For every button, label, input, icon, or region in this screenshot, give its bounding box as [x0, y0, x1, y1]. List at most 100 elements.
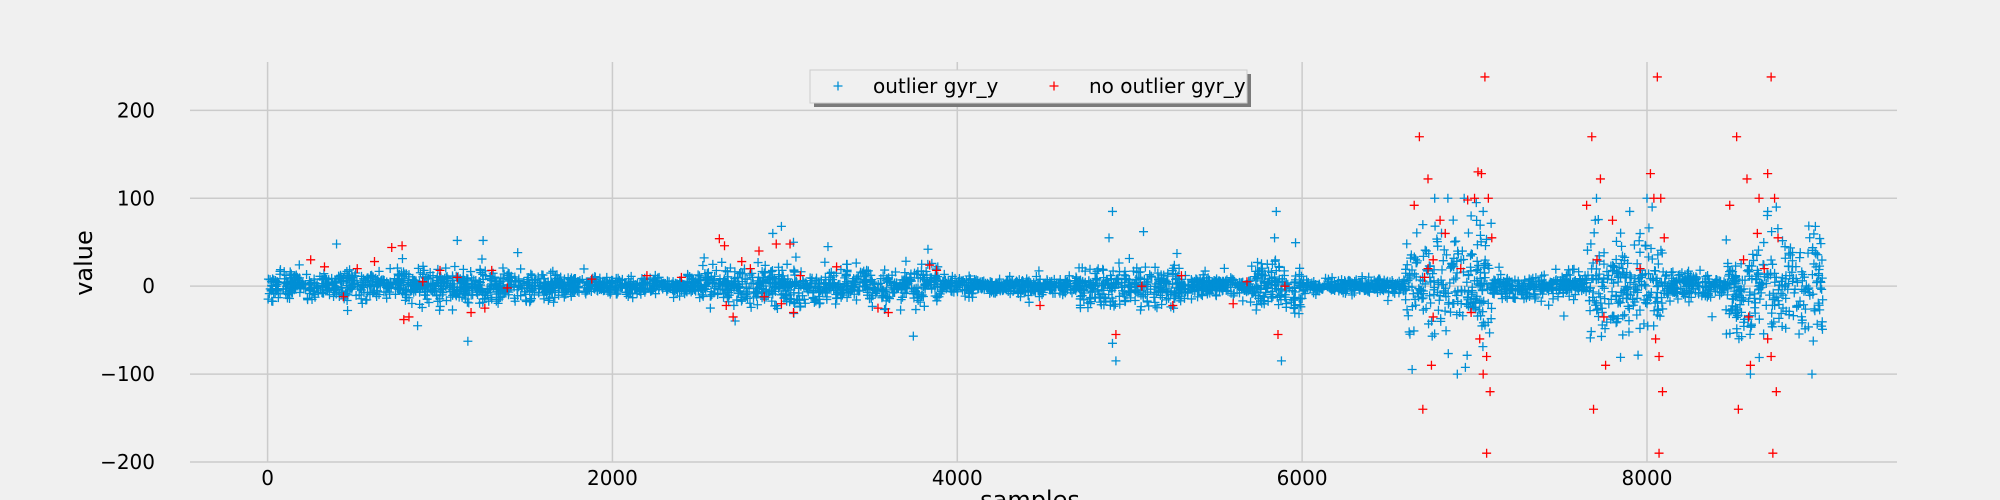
data-point-outlier: [907, 283, 917, 293]
data-point-outlier: [1418, 220, 1428, 230]
data-point-outlier: [1639, 279, 1649, 289]
data-point-outlier: [1157, 273, 1167, 283]
data-point-outlier: [960, 286, 970, 296]
data-point-outlier: [1649, 321, 1659, 331]
data-point-outlier: [1321, 273, 1331, 283]
data-point-outlier: [1171, 283, 1181, 293]
data-point-outlier: [1800, 324, 1810, 334]
data-point-no-outlier: [387, 242, 397, 252]
data-point-outlier: [828, 275, 838, 285]
data-point-outlier: [794, 295, 804, 305]
data-point-outlier: [1426, 298, 1436, 308]
data-point-outlier: [1001, 284, 1011, 294]
data-point-outlier: [711, 265, 721, 275]
data-point-no-outlier: [720, 241, 730, 251]
data-point-outlier: [1076, 275, 1086, 285]
data-point-outlier: [546, 268, 556, 278]
data-point-outlier: [1145, 270, 1155, 280]
data-point-outlier: [742, 274, 752, 284]
data-point-outlier: [1467, 282, 1477, 292]
y-axis-label: value: [70, 230, 98, 296]
data-point-outlier: [776, 221, 786, 231]
data-point-outlier: [1120, 297, 1130, 307]
data-point-outlier: [1151, 288, 1161, 298]
data-point-outlier: [1768, 259, 1778, 269]
data-point-outlier: [1753, 269, 1763, 279]
data-point-no-outlier: [759, 292, 769, 302]
data-point-no-outlier: [1651, 334, 1661, 344]
data-point-outlier: [1508, 293, 1518, 303]
data-point-no-outlier: [737, 257, 747, 267]
data-point-outlier: [890, 287, 900, 297]
data-point-outlier: [946, 286, 956, 296]
data-point-outlier: [859, 271, 869, 281]
data-point-outlier: [1561, 271, 1571, 281]
data-point-outlier: [1695, 265, 1705, 275]
data-point-outlier: [1810, 221, 1820, 231]
data-point-no-outlier: [925, 260, 935, 270]
data-point-outlier: [764, 287, 774, 297]
data-point-outlier: [1119, 290, 1129, 300]
data-point-no-outlier: [1732, 132, 1742, 142]
data-point-outlier: [1788, 311, 1798, 321]
data-point-outlier: [1635, 247, 1645, 257]
data-point-outlier: [475, 277, 485, 287]
data-point-outlier: [1719, 285, 1729, 295]
data-point-outlier: [841, 271, 851, 281]
data-point-outlier: [1404, 281, 1414, 291]
data-point-outlier: [1114, 291, 1124, 301]
data-point-outlier: [1414, 292, 1424, 302]
data-point-outlier: [418, 261, 428, 271]
data-point-outlier: [1502, 286, 1512, 296]
data-point-outlier: [539, 279, 549, 288]
data-point-outlier: [1602, 267, 1612, 277]
data-point-outlier: [1379, 278, 1389, 288]
data-point-outlier: [1372, 288, 1382, 298]
data-point-outlier: [1644, 290, 1654, 300]
data-point-outlier: [400, 295, 410, 305]
data-point-outlier: [1349, 288, 1359, 298]
data-point-outlier: [688, 281, 698, 291]
data-point-outlier: [1545, 277, 1555, 287]
data-point-outlier: [1493, 277, 1503, 287]
data-point-outlier: [1140, 289, 1150, 299]
data-point-outlier: [1650, 298, 1660, 308]
data-point-outlier: [808, 293, 818, 303]
data-point-outlier: [376, 276, 386, 286]
data-point-outlier: [1429, 265, 1439, 275]
data-point-outlier: [1433, 278, 1443, 288]
data-point-outlier: [1238, 296, 1248, 306]
data-point-outlier: [653, 273, 663, 283]
data-point-outlier: [1125, 288, 1135, 298]
data-point-outlier: [1809, 229, 1819, 239]
data-point-outlier: [1759, 329, 1769, 339]
data-point-outlier: [954, 279, 964, 289]
data-point-outlier: [1238, 284, 1248, 294]
data-point-outlier: [379, 287, 389, 297]
data-point-outlier: [1614, 262, 1624, 272]
data-point-no-outlier: [1482, 352, 1492, 362]
data-point-outlier: [686, 287, 696, 297]
data-point-outlier: [1281, 302, 1291, 312]
data-point-no-outlier: [1733, 404, 1743, 414]
data-point-outlier: [1033, 281, 1043, 291]
data-point-outlier: [263, 294, 273, 304]
x-tick-labels: 0 2000 4000 6000 8000: [261, 466, 1672, 490]
data-point-outlier: [433, 277, 443, 287]
data-point-no-outlier: [1035, 301, 1045, 311]
data-point-outlier: [1709, 282, 1719, 292]
data-point-outlier: [273, 293, 283, 303]
x-tick-label: 8000: [1622, 466, 1673, 490]
data-point-outlier: [1611, 318, 1621, 328]
data-point-outlier: [1784, 248, 1794, 258]
series-no-outlier-gyr-y: [306, 72, 1783, 458]
data-point-outlier: [466, 267, 476, 277]
data-point-outlier: [1119, 270, 1129, 280]
data-point-outlier: [462, 273, 472, 283]
data-point-outlier: [838, 286, 848, 296]
data-point-outlier: [1724, 280, 1734, 290]
data-point-outlier: [1768, 288, 1778, 298]
data-point-outlier: [1066, 285, 1076, 295]
data-point-outlier: [943, 277, 953, 287]
data-point-outlier: [550, 292, 560, 302]
